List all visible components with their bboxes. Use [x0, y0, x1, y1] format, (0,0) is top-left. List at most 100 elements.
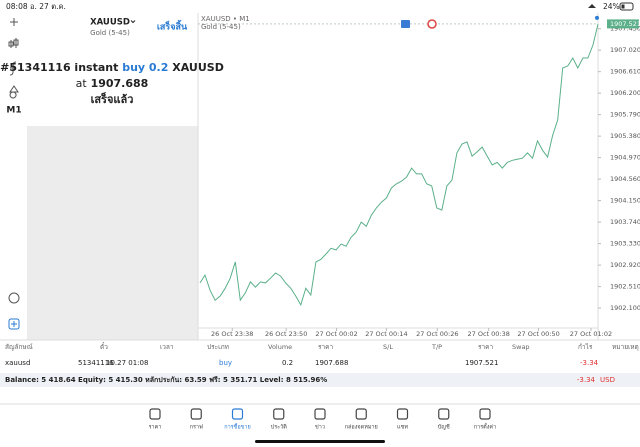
x-tick-label: 27 Oct 00:26 [416, 330, 458, 338]
new-order-plus [11, 321, 17, 327]
y-tick-label: 1906.200 [610, 89, 640, 97]
function-tool[interactable] [9, 61, 17, 76]
tab-label[interactable]: กราฟ [190, 424, 203, 431]
objects-tool[interactable] [9, 85, 19, 99]
y-tick-label: 1902.920 [610, 261, 640, 269]
tab-icon[interactable] [479, 408, 491, 420]
x-tick-label: 27 Oct 00:38 [467, 330, 509, 338]
panel-symbol[interactable]: XAUUSD [90, 18, 130, 28]
new-order-tool[interactable] [8, 318, 20, 330]
panel-empty-area [27, 126, 198, 340]
price-prefix: at [76, 77, 88, 90]
tab-label[interactable]: การตั้งค่า [474, 423, 496, 431]
summary-row [0, 373, 640, 387]
battery-icon [619, 2, 634, 11]
battery-fill [621, 4, 625, 9]
status-message: เสร็จแล้ว [91, 92, 134, 106]
toolbar [8, 18, 20, 330]
wifi-icon [588, 4, 596, 8]
home-indicator [255, 440, 385, 443]
column-header: T/P [431, 343, 442, 351]
y-tick-label: 1904.150 [610, 197, 640, 205]
order-panel [27, 13, 198, 126]
x-tick-label: 26 Oct 23:50 [265, 330, 307, 338]
cell-price-current: 1907.521 [465, 359, 498, 367]
tab-label[interactable]: กล่องจดหมาย [345, 425, 378, 431]
column-header: Swap [512, 343, 530, 351]
price-tag-label: 1907.521 [610, 20, 640, 28]
column-header: ตั๋ว [100, 342, 108, 351]
summary-profit: -3.34 [577, 376, 596, 384]
chart-subtitle: Gold (5-45) [201, 23, 241, 31]
x-tick-label: 27 Oct 00:02 [315, 330, 357, 338]
tab-label[interactable]: ข่าว [315, 425, 325, 431]
table-header: สัญลักษณ์ ตั๋ว เวลา ประเภท Volume ราคา S/L T/P ร… [5, 342, 639, 351]
summary-currency: USD [600, 376, 615, 384]
tab-icon[interactable] [190, 408, 202, 420]
trade-button-sell[interactable] [401, 20, 410, 28]
cell-ticket: 51341116 [78, 359, 114, 367]
column-header: S/L [383, 343, 393, 351]
y-tick-label: 1903.740 [610, 218, 640, 226]
result-message: #51341116 instant buy 0.2 XAUUSD [0, 61, 224, 74]
chart: 1907.430 1907.020 1906.610 1906.200 1905.790… [198, 13, 640, 340]
tab-icon[interactable] [438, 408, 450, 420]
search-tool[interactable] [8, 292, 20, 304]
symbol-chevron [130, 20, 136, 24]
column-header: กำไร [578, 343, 593, 351]
indicator-tool[interactable] [8, 38, 19, 48]
y-tick-label: 1906.610 [610, 68, 640, 76]
cell-symbol: xauusd [5, 359, 30, 367]
y-tick-label: 1907.020 [610, 46, 640, 54]
y-tick-label: 1903.330 [610, 240, 640, 248]
tab-icon[interactable] [314, 408, 326, 420]
crosshair-tool[interactable] [10, 18, 18, 26]
order-text: #51341116 instant [0, 61, 118, 74]
tab-icon[interactable] [273, 408, 285, 420]
tab-label[interactable]: ประวัติ [271, 424, 287, 431]
price-text: 1907.688 [91, 77, 149, 90]
summary-text: Balance: 5 418.64 Equity: 5 415.30 หลักป… [5, 376, 327, 384]
column-header: ราคา [318, 343, 333, 351]
last-point [595, 15, 599, 20]
tab-label[interactable]: ราคา [149, 425, 162, 431]
column-header: เวลา [160, 343, 174, 351]
trade-text: buy 0.2 [122, 61, 168, 74]
column-header: ราคา [478, 343, 493, 351]
y-tick-label: 1905.790 [610, 111, 640, 119]
x-tick-label: 27 Oct 00:50 [517, 330, 559, 338]
column-header: ประเภท [207, 343, 229, 351]
cell-price-open: 1907.688 [315, 359, 348, 367]
timeframe[interactable]: M1 [6, 106, 21, 116]
cell-type: buy [219, 359, 232, 367]
tab-icon[interactable] [355, 408, 367, 420]
cell-volume: 0.2 [282, 359, 293, 367]
tab-label[interactable]: แชท [397, 424, 408, 431]
price-tag [607, 19, 639, 29]
price-line [199, 23, 599, 307]
y-tick-label: 1904.560 [610, 175, 640, 183]
tab-icon[interactable] [396, 408, 409, 420]
cell-profit: -3.34 [580, 359, 599, 367]
done-button[interactable]: เสร็จสิ้น [157, 20, 188, 33]
x-tick-label: 27 Oct 01:02 [570, 330, 612, 338]
y-tick-label: 1905.380 [610, 132, 640, 140]
x-tick-label: 27 Oct 00:14 [365, 330, 407, 338]
price-message: at 1907.688 [76, 77, 149, 90]
trade-button-buy[interactable] [427, 19, 437, 29]
tab-icon[interactable] [231, 408, 244, 420]
cell-time: 10.27 01:08 [106, 359, 148, 367]
tab-icon[interactable] [149, 408, 161, 420]
column-header: Volume [268, 343, 292, 351]
symbol-text: XAUUSD [172, 61, 224, 74]
y-tick-label: 1902.100 [610, 304, 640, 312]
y-tick-label: 1907.430 [610, 25, 640, 33]
column-header: สัญลักษณ์ [5, 343, 33, 351]
tab-label[interactable]: การซื้อขาย [224, 423, 250, 431]
y-tick-label: 1902.510 [610, 283, 640, 291]
tab-label[interactable]: บัญชี [438, 424, 450, 431]
chart-title: XAUUSD • M1 [201, 15, 250, 23]
y-tick-label: 1904.970 [610, 154, 640, 162]
